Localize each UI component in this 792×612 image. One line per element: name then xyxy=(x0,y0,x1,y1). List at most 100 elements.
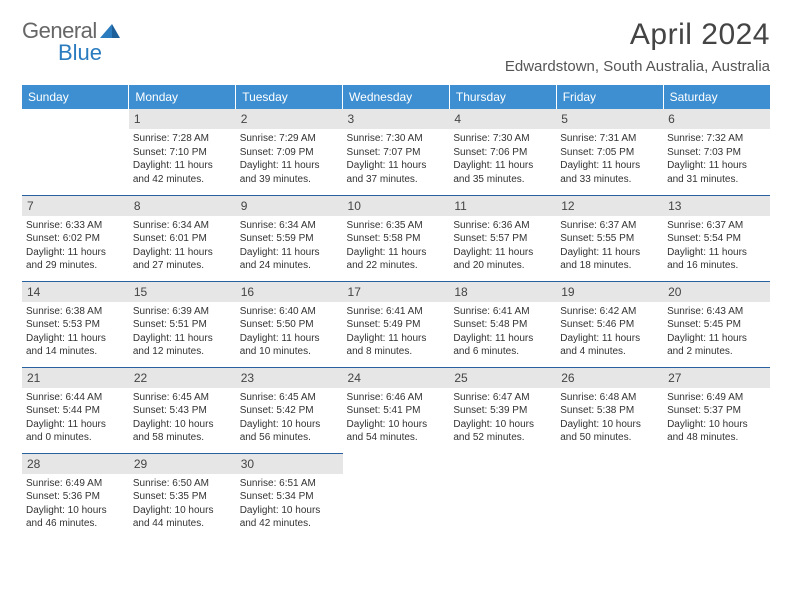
day-number: 3 xyxy=(343,109,450,129)
calendar-day-cell: 7Sunrise: 6:33 AMSunset: 6:02 PMDaylight… xyxy=(22,195,129,281)
day-number: 10 xyxy=(343,196,450,216)
sunrise-line: Sunrise: 6:34 AM xyxy=(133,219,232,233)
daylight-line: Daylight: 11 hours and 27 minutes. xyxy=(133,246,232,273)
daylight-line: Daylight: 11 hours and 14 minutes. xyxy=(26,332,125,359)
sunrise-line: Sunrise: 7:30 AM xyxy=(347,132,446,146)
day-number: 14 xyxy=(22,282,129,302)
sunset-line: Sunset: 7:09 PM xyxy=(240,146,339,160)
daylight-line: Daylight: 11 hours and 24 minutes. xyxy=(240,246,339,273)
calendar-body: 1Sunrise: 7:28 AMSunset: 7:10 PMDaylight… xyxy=(22,109,770,539)
sunrise-line: Sunrise: 6:50 AM xyxy=(133,477,232,491)
daylight-line: Daylight: 10 hours and 48 minutes. xyxy=(667,418,766,445)
calendar-day-cell: 3Sunrise: 7:30 AMSunset: 7:07 PMDaylight… xyxy=(343,109,450,195)
weekday-header: Wednesday xyxy=(343,85,450,109)
calendar-day-cell: 8Sunrise: 6:34 AMSunset: 6:01 PMDaylight… xyxy=(129,195,236,281)
daylight-line: Daylight: 11 hours and 6 minutes. xyxy=(453,332,552,359)
sunset-line: Sunset: 5:39 PM xyxy=(453,404,552,418)
sunrise-line: Sunrise: 6:44 AM xyxy=(26,391,125,405)
weekday-header: Friday xyxy=(556,85,663,109)
day-number: 19 xyxy=(556,282,663,302)
calendar-day-cell xyxy=(449,453,556,539)
sunset-line: Sunset: 7:10 PM xyxy=(133,146,232,160)
sunset-line: Sunset: 5:54 PM xyxy=(667,232,766,246)
calendar-week-row: 21 Sunrise: 6:44 AMSunset: 5:44 PM Dayligh… xyxy=(22,367,770,453)
sunset-line: Sunset: 5:49 PM xyxy=(347,318,446,332)
sunset-line: Sunset: 5:45 PM xyxy=(667,318,766,332)
calendar-week-row: 7Sunrise: 6:33 AMSunset: 6:02 PMDaylight… xyxy=(22,195,770,281)
daylight-line: Daylight: 10 hours and 44 minutes. xyxy=(133,504,232,531)
calendar-day-cell: 17Sunrise: 6:41 AMSunset: 5:49 PMDayligh… xyxy=(343,281,450,367)
day-number: 21 xyxy=(22,368,129,388)
calendar-day-cell: 18 Sunrise: 6:41 AMSunset: 5:48 PMDayligh… xyxy=(449,281,556,367)
calendar-week-row: 14Sunrise: 6:38 AMSunset: 5:53 PMDayligh… xyxy=(22,281,770,367)
day-number: 25 xyxy=(449,368,556,388)
calendar-day-cell: 6Sunrise: 7:32 AMSunset: 7:03 PMDaylight… xyxy=(663,109,770,195)
calendar-day-cell: 28Sunrise: 6:49 AMSunset: 5:36 PMDayligh… xyxy=(22,453,129,539)
day-number: 8 xyxy=(129,196,236,216)
calendar-day-cell: 24Sunrise: 6:46 AMSunset: 5:41 PMDayligh… xyxy=(343,367,450,453)
calendar-week-row: 28Sunrise: 6:49 AMSunset: 5:36 PMDayligh… xyxy=(22,453,770,539)
sunrise-line: Sunrise: 6:41 AM xyxy=(453,305,552,319)
header-row: General April 2024 Edwardstown, South Au… xyxy=(22,18,770,75)
day-number-empty xyxy=(556,453,663,473)
day-number: 30 xyxy=(236,454,343,474)
day-number: 1 xyxy=(129,109,236,129)
daylight-line: Daylight: 11 hours and 39 minutes. xyxy=(240,159,339,186)
weekday-header: Sunday xyxy=(22,85,129,109)
sunset-line: Sunset: 5:50 PM xyxy=(240,318,339,332)
brand-part2: Blue xyxy=(58,40,102,66)
day-number: 17 xyxy=(343,282,450,302)
sunrise-line: Sunrise: 6:51 AM xyxy=(240,477,339,491)
sunset-line: Sunset: 5:41 PM xyxy=(347,404,446,418)
sunset-line: Sunset: 5:48 PM xyxy=(453,318,552,332)
day-number: 15 xyxy=(129,282,236,302)
calendar-day-cell xyxy=(343,453,450,539)
daylight-line: Daylight: 10 hours and 50 minutes. xyxy=(560,418,659,445)
sunset-line: Sunset: 5:44 PM xyxy=(26,404,125,418)
sunset-line: Sunset: 5:34 PM xyxy=(240,490,339,504)
sunset-line: Sunset: 5:35 PM xyxy=(133,490,232,504)
weekday-header: Saturday xyxy=(663,85,770,109)
day-number: 12 xyxy=(556,196,663,216)
weekday-header: Tuesday xyxy=(236,85,343,109)
day-number: 24 xyxy=(343,368,450,388)
location-text: Edwardstown, South Australia, Australia xyxy=(505,58,770,75)
sunrise-line: Sunrise: 6:37 AM xyxy=(667,219,766,233)
daylight-line: Daylight: 10 hours and 54 minutes. xyxy=(347,418,446,445)
day-number: 23 xyxy=(236,368,343,388)
day-number: 18 xyxy=(449,282,556,302)
sunrise-line: Sunrise: 6:37 AM xyxy=(560,219,659,233)
calendar-header: SundayMondayTuesdayWednesdayThursdayFrid… xyxy=(22,85,770,109)
daylight-line: Daylight: 10 hours and 52 minutes. xyxy=(453,418,552,445)
sunrise-line: Sunrise: 7:30 AM xyxy=(453,132,552,146)
daylight-line: Daylight: 10 hours and 58 minutes. xyxy=(133,418,232,445)
daylight-line: Daylight: 11 hours and 10 minutes. xyxy=(240,332,339,359)
sunrise-line: Sunrise: 6:45 AM xyxy=(240,391,339,405)
calendar-table: SundayMondayTuesdayWednesdayThursdayFrid… xyxy=(22,85,770,539)
day-number-empty xyxy=(449,453,556,473)
sunset-line: Sunset: 5:51 PM xyxy=(133,318,232,332)
daylight-line: Daylight: 11 hours and 42 minutes. xyxy=(133,159,232,186)
sunrise-line: Sunrise: 6:38 AM xyxy=(26,305,125,319)
sunset-line: Sunset: 5:59 PM xyxy=(240,232,339,246)
calendar-day-cell: 23Sunrise: 6:45 AMSunset: 5:42 PMDayligh… xyxy=(236,367,343,453)
sunrise-line: Sunrise: 7:32 AM xyxy=(667,132,766,146)
sunrise-line: Sunrise: 6:40 AM xyxy=(240,305,339,319)
calendar-day-cell: 27Sunrise: 6:49 AMSunset: 5:37 PMDayligh… xyxy=(663,367,770,453)
month-title: April 2024 xyxy=(505,18,770,52)
sunrise-line: Sunrise: 6:49 AM xyxy=(667,391,766,405)
daylight-line: Daylight: 11 hours and 4 minutes. xyxy=(560,332,659,359)
sunrise-line: Sunrise: 6:41 AM xyxy=(347,305,446,319)
day-number: 20 xyxy=(663,282,770,302)
sunset-line: Sunset: 7:03 PM xyxy=(667,146,766,160)
calendar-day-cell: 20Sunrise: 6:43 AMSunset: 5:45 PMDayligh… xyxy=(663,281,770,367)
sunset-line: Sunset: 5:37 PM xyxy=(667,404,766,418)
sunset-line: Sunset: 7:07 PM xyxy=(347,146,446,160)
sunset-line: Sunset: 6:02 PM xyxy=(26,232,125,246)
calendar-day-cell: 1Sunrise: 7:28 AMSunset: 7:10 PMDaylight… xyxy=(129,109,236,195)
daylight-line: Daylight: 11 hours and 2 minutes. xyxy=(667,332,766,359)
calendar-day-cell: 29Sunrise: 6:50 AMSunset: 5:35 PMDayligh… xyxy=(129,453,236,539)
title-block: April 2024 Edwardstown, South Australia,… xyxy=(505,18,770,75)
calendar-day-cell xyxy=(22,109,129,195)
calendar-day-cell: 30Sunrise: 6:51 AMSunset: 5:34 PMDayligh… xyxy=(236,453,343,539)
